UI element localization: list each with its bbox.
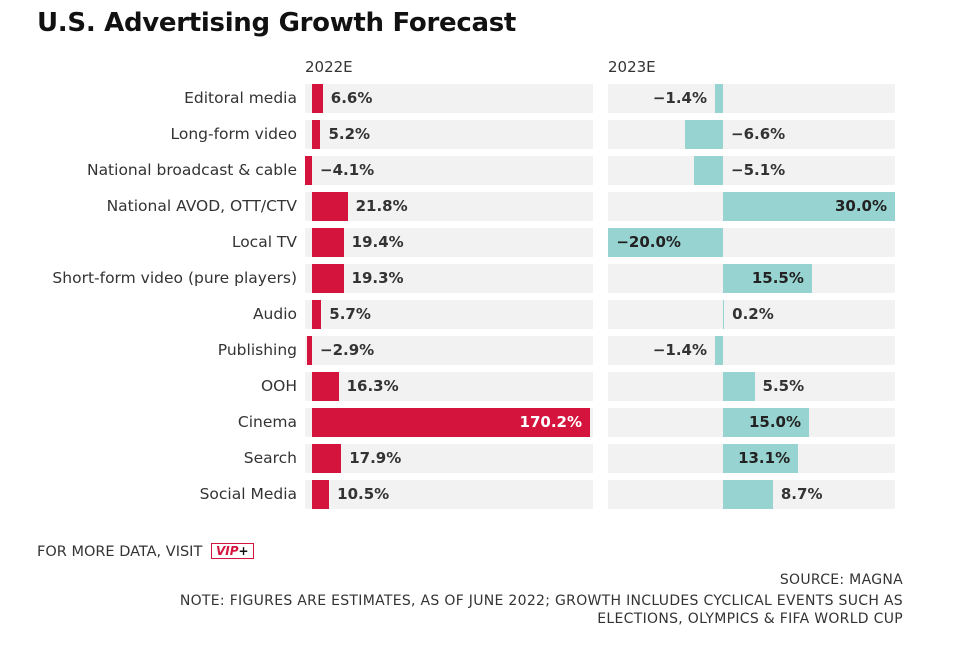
- bar-2022: [312, 408, 590, 437]
- value-label-2023: −20.0%: [616, 233, 681, 251]
- value-label-2023: 13.1%: [738, 449, 791, 467]
- bar-2023: [723, 264, 812, 293]
- vip-text: VIP: [215, 544, 239, 558]
- category-label: Short-form video (pure players): [52, 269, 297, 287]
- value-label-2022: 6.6%: [330, 89, 373, 107]
- vip-plus: +: [238, 544, 249, 558]
- bar-2022: [312, 120, 321, 149]
- bar-2022: [312, 480, 330, 509]
- bar-2023: [723, 300, 725, 329]
- category-label: OOH: [260, 377, 297, 395]
- category-label: Social Media: [199, 485, 297, 503]
- column-header-2023: 2023E: [608, 58, 656, 76]
- value-label-2022: 17.9%: [349, 449, 402, 467]
- value-label-2023: 0.2%: [732, 305, 774, 323]
- panel-background-2023: [608, 336, 895, 365]
- bar-2022: [305, 156, 312, 185]
- bar-2023: [723, 192, 895, 221]
- value-label-2022: 21.8%: [355, 197, 408, 215]
- visit-text: FOR MORE DATA, VISIT: [37, 544, 203, 560]
- bar-2022: [312, 228, 344, 257]
- category-label: Search: [243, 449, 297, 467]
- category-label: Cinema: [237, 413, 297, 431]
- category-label: Publishing: [217, 341, 297, 359]
- bar-2023: [723, 372, 755, 401]
- column-header-2022: 2022E: [305, 58, 353, 76]
- value-label-2022: 5.7%: [329, 305, 371, 323]
- category-label: Editoral media: [184, 89, 297, 107]
- chart-title: U.S. Advertising Growth Forecast: [37, 8, 517, 38]
- note-line-2: ELECTIONS, OLYMPICS & FIFA WORLD CUP: [597, 611, 903, 627]
- category-label: Local TV: [231, 233, 297, 251]
- panel-background-2022: [305, 228, 593, 257]
- panel-background-2022: [305, 84, 593, 113]
- panel-background-2022: [305, 264, 593, 293]
- vip-link[interactable]: VIP+: [210, 543, 254, 559]
- bar-2023: [723, 444, 799, 473]
- value-label-2022: 19.3%: [351, 269, 404, 287]
- panel-background-2022: [305, 192, 593, 221]
- bar-2022: [312, 444, 342, 473]
- category-label: Long-form video: [170, 125, 297, 143]
- value-label-2023: −1.4%: [652, 341, 707, 359]
- panel-background-2023: [608, 84, 895, 113]
- panel-background-2022: [305, 444, 593, 473]
- source-text: SOURCE: MAGNA: [779, 572, 903, 588]
- note-line-1: NOTE: FIGURES ARE ESTIMATES, AS OF JUNE …: [179, 593, 903, 609]
- panel-background-2022: [305, 372, 593, 401]
- value-label-2023: 5.5%: [762, 377, 805, 395]
- value-label-2022: 5.2%: [328, 125, 371, 143]
- panel-background-2023: [608, 120, 895, 149]
- value-label-2023: 8.7%: [780, 485, 823, 503]
- bar-2022: [312, 192, 348, 221]
- panel-background-2022: [305, 336, 593, 365]
- panel-background-2023: [608, 156, 895, 185]
- category-label: Audio: [252, 305, 297, 323]
- value-label-2022: 16.3%: [346, 377, 399, 395]
- bar-2023: [685, 120, 723, 149]
- bar-2022: [312, 264, 344, 293]
- value-label-2023: 15.0%: [748, 413, 801, 431]
- bar-2023: [693, 156, 723, 185]
- bar-2023: [714, 84, 723, 113]
- panel-background-2022: [305, 480, 593, 509]
- panel-background-2023: [608, 300, 895, 329]
- value-label-2022: 10.5%: [337, 485, 390, 503]
- bar-2022: [312, 300, 322, 329]
- bar-2022: [307, 336, 312, 365]
- bar-2023: [608, 228, 723, 257]
- value-label-2022: −2.9%: [320, 341, 375, 359]
- category-label: National AVOD, OTT/CTV: [106, 197, 297, 215]
- value-label-2023: −6.6%: [731, 125, 786, 143]
- bar-2023: [714, 336, 723, 365]
- bar-2023: [723, 480, 773, 509]
- value-label-2023: 30.0%: [834, 197, 887, 215]
- value-label-2022: 170.2%: [519, 413, 582, 431]
- bar-2022: [312, 372, 339, 401]
- value-label-2022: −4.1%: [320, 161, 375, 179]
- footer-visit: FOR MORE DATA, VISIT VIP+: [37, 543, 254, 560]
- value-label-2023: −5.1%: [731, 161, 786, 179]
- value-label-2023: 15.5%: [751, 269, 804, 287]
- bar-2023: [723, 408, 809, 437]
- value-label-2023: −1.4%: [652, 89, 707, 107]
- panel-background-2022: [305, 120, 593, 149]
- panel-background-2022: [305, 156, 593, 185]
- panel-background-2022: [305, 300, 593, 329]
- category-label: National broadcast & cable: [86, 161, 297, 179]
- bar-2022: [312, 84, 323, 113]
- value-label-2022: 19.4%: [351, 233, 404, 251]
